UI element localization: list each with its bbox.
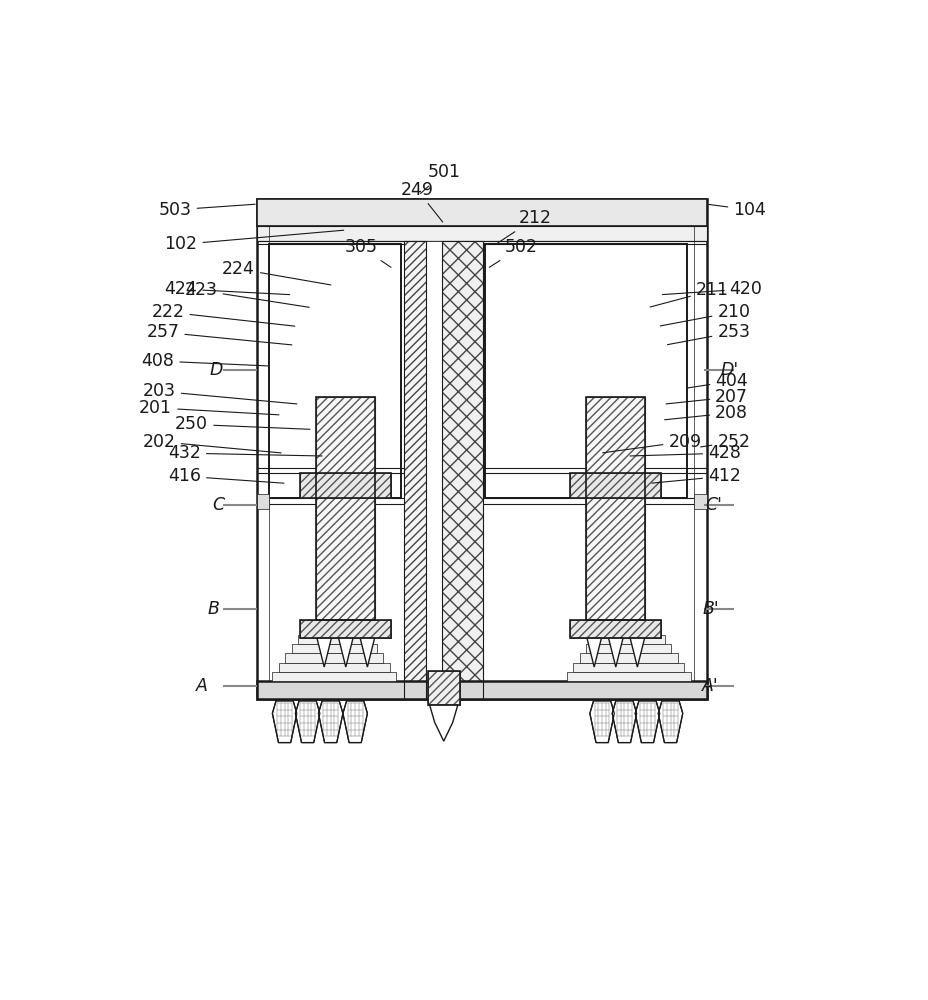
Text: A: A <box>196 677 208 695</box>
Text: 502: 502 <box>489 238 536 267</box>
Text: D': D' <box>720 361 739 379</box>
Bar <box>570 620 661 638</box>
Bar <box>442 241 483 699</box>
Text: 305: 305 <box>344 238 391 267</box>
Bar <box>570 620 661 638</box>
Bar <box>425 241 442 699</box>
Polygon shape <box>342 701 367 743</box>
Text: 201: 201 <box>139 399 278 417</box>
Bar <box>404 241 425 699</box>
Bar <box>278 663 390 672</box>
Text: 408: 408 <box>141 352 268 370</box>
Polygon shape <box>612 701 636 743</box>
Text: A': A' <box>702 677 718 695</box>
Polygon shape <box>316 638 331 667</box>
Polygon shape <box>338 638 353 667</box>
Text: 250: 250 <box>175 415 310 433</box>
Polygon shape <box>629 638 644 667</box>
Bar <box>300 473 391 498</box>
Bar <box>300 620 391 638</box>
Bar <box>427 671 459 705</box>
Text: 102: 102 <box>164 230 343 253</box>
Bar <box>579 653 677 663</box>
Bar <box>693 494 705 509</box>
Bar <box>586 397 645 620</box>
Text: 420: 420 <box>662 280 762 298</box>
Bar <box>269 244 400 498</box>
Bar <box>300 473 391 498</box>
Bar <box>285 653 383 663</box>
Bar <box>586 644 671 653</box>
Text: 222: 222 <box>151 303 294 326</box>
Text: 223: 223 <box>185 281 309 307</box>
Text: 252: 252 <box>700 433 750 451</box>
Text: 209: 209 <box>602 433 701 453</box>
Bar <box>570 473 661 498</box>
Polygon shape <box>635 701 659 743</box>
Bar <box>256 226 705 241</box>
Text: 424: 424 <box>164 280 290 298</box>
Bar <box>592 635 664 644</box>
Text: 253: 253 <box>666 323 750 345</box>
Bar <box>300 620 391 638</box>
Text: C': C' <box>704 496 721 514</box>
Polygon shape <box>295 701 319 743</box>
Bar <box>570 473 661 498</box>
Text: B': B' <box>702 600 718 618</box>
Text: 202: 202 <box>143 433 281 453</box>
Polygon shape <box>430 705 458 741</box>
Bar <box>485 244 687 498</box>
Bar <box>566 672 690 681</box>
Polygon shape <box>272 701 297 743</box>
Text: 404: 404 <box>687 372 747 390</box>
Bar <box>586 397 645 620</box>
Text: 203: 203 <box>143 382 297 404</box>
Bar <box>256 681 705 699</box>
Polygon shape <box>658 701 682 743</box>
Bar <box>573 663 683 672</box>
Polygon shape <box>586 638 600 667</box>
Bar <box>485 244 687 498</box>
Bar <box>316 397 375 620</box>
Text: D: D <box>209 361 223 379</box>
Text: 432: 432 <box>168 444 322 462</box>
Text: B: B <box>207 600 219 618</box>
Bar <box>316 397 375 620</box>
Bar <box>256 199 705 226</box>
Text: 207: 207 <box>665 388 747 406</box>
Text: 224: 224 <box>222 260 330 285</box>
Bar <box>404 241 425 699</box>
Bar <box>442 241 483 699</box>
Text: 428: 428 <box>629 444 741 462</box>
Text: 257: 257 <box>147 323 291 345</box>
Bar <box>269 244 400 498</box>
Text: 211: 211 <box>650 281 728 307</box>
Bar <box>427 671 459 705</box>
Text: 501: 501 <box>420 163 459 194</box>
Polygon shape <box>608 638 623 667</box>
Bar <box>271 247 398 496</box>
Text: 212: 212 <box>497 209 551 243</box>
Text: 416: 416 <box>168 467 284 485</box>
Bar <box>256 494 269 509</box>
Text: 104: 104 <box>708 201 766 219</box>
Polygon shape <box>589 701 613 743</box>
Text: 210: 210 <box>660 303 750 326</box>
Text: 503: 503 <box>159 201 255 219</box>
Text: 412: 412 <box>651 467 741 485</box>
Text: 249: 249 <box>400 181 443 222</box>
Polygon shape <box>360 638 374 667</box>
Bar <box>256 199 705 699</box>
Text: 208: 208 <box>664 404 747 422</box>
Bar <box>487 247 684 496</box>
Bar <box>272 672 395 681</box>
Bar <box>298 635 370 644</box>
Polygon shape <box>318 701 342 743</box>
Text: C: C <box>212 496 224 514</box>
Bar <box>291 644 377 653</box>
